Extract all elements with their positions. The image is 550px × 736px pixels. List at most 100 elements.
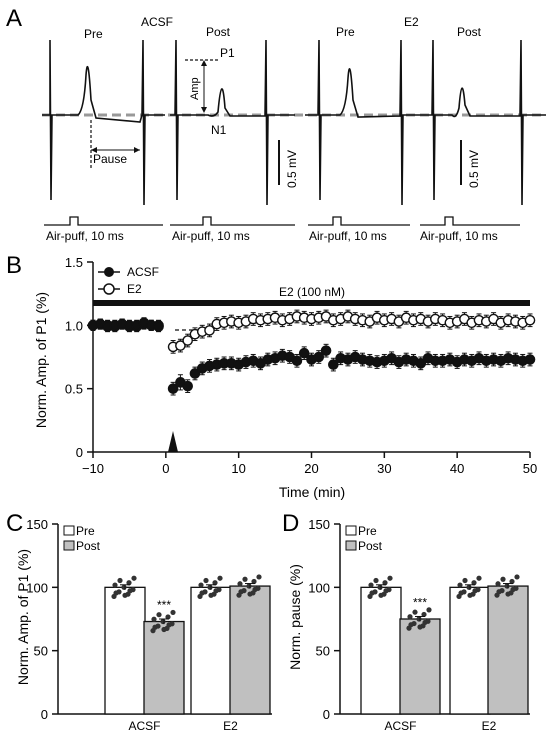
x-tick-label-b: 30 xyxy=(377,461,391,476)
data-point-acsf xyxy=(313,351,325,363)
y-tick-label-c: 100 xyxy=(26,580,48,595)
cell-point xyxy=(462,577,468,584)
trace-label-post-acsf: Post xyxy=(206,25,231,39)
x-axis-title-b: Time (min) xyxy=(279,484,345,500)
cell-point xyxy=(127,588,133,594)
category-label-c: ACSF xyxy=(128,719,160,733)
cell-point xyxy=(238,589,244,595)
marks-b xyxy=(87,309,536,396)
y-tick-label-b: 1.0 xyxy=(65,318,83,333)
bar-pre-acsf xyxy=(360,586,402,715)
legend-label-c: Post xyxy=(76,539,101,553)
legend-label-d: Pre xyxy=(358,524,377,538)
amp-arrow-head-bottom xyxy=(201,107,207,113)
cell-point xyxy=(152,624,158,630)
data-point-acsf xyxy=(189,368,201,379)
cell-point xyxy=(476,575,482,581)
cell-point xyxy=(251,578,257,585)
bar-post-acsf xyxy=(143,620,185,715)
cell-point xyxy=(199,590,205,596)
cell-point xyxy=(421,611,427,618)
trace-acsf-post xyxy=(170,39,295,206)
legend-swatch-c xyxy=(63,540,75,551)
data-point-acsf xyxy=(320,345,332,356)
scale-bar-label-acsf: 0.5 mV xyxy=(285,150,299,188)
bar-post-acsf xyxy=(399,618,441,715)
cell-point xyxy=(471,580,477,586)
cell-point xyxy=(113,590,119,596)
cell-point xyxy=(198,582,204,588)
cell-point xyxy=(408,622,414,628)
panel-d: D Norm. pause (%) 0 50 100 150 ACSF E2 PrePost… xyxy=(282,510,530,733)
data-point-e2 xyxy=(182,335,193,346)
bar-post-e2 xyxy=(229,585,271,715)
cell-point xyxy=(213,588,219,594)
category-label-d: ACSF xyxy=(384,719,416,733)
x-tick-label-b: 0 xyxy=(162,461,169,476)
cell-point xyxy=(166,622,172,628)
bar-pre-e2 xyxy=(449,586,491,715)
n1-label: N1 xyxy=(211,123,227,137)
y-axis-title-b: Norm. Amp. of P1 (%) xyxy=(33,292,49,428)
condition-label-acsf: ACSF xyxy=(141,15,173,29)
cell-point xyxy=(246,583,252,589)
cell-point xyxy=(170,609,176,616)
cell-point xyxy=(247,591,253,597)
cell-point xyxy=(505,591,511,597)
legend-marker-e2 xyxy=(103,283,115,295)
cell-point xyxy=(121,584,127,590)
y-tick-label-d: 50 xyxy=(316,644,330,659)
y-tick-label-c: 0 xyxy=(41,707,48,722)
category-label-c: E2 xyxy=(223,719,238,733)
cell-point xyxy=(237,581,243,587)
amp-arrow-head-top xyxy=(201,60,207,66)
significance-marker: *** xyxy=(413,595,427,609)
cell-point xyxy=(117,577,123,584)
drug-application-bar xyxy=(93,300,530,306)
y-tick-label-c: 150 xyxy=(26,517,48,532)
y-tick-label-d: 100 xyxy=(308,580,330,595)
stimulus-label-3: Air-puff, 10 ms xyxy=(309,229,387,243)
cell-point xyxy=(151,616,157,622)
cell-point xyxy=(467,592,473,598)
cell-point xyxy=(161,626,167,633)
axes-b: 00.51.01.5−10 0 10 20 30 40 50 xyxy=(65,255,537,476)
data-point-acsf xyxy=(167,383,179,394)
bar-pre-acsf xyxy=(104,586,146,715)
cell-point xyxy=(377,584,383,590)
cell-point xyxy=(495,581,501,587)
y-tick-label-b: 1.5 xyxy=(65,255,83,270)
cell-point xyxy=(369,590,375,596)
data-point-acsf xyxy=(328,359,339,370)
legend-marker-acsf xyxy=(104,267,114,277)
cell-point xyxy=(203,577,209,584)
trace-acsf-pre xyxy=(42,39,165,206)
stimulus-trace-3 xyxy=(308,216,410,226)
data-point-e2 xyxy=(204,325,215,336)
trace-label-pre-acsf: Pre xyxy=(84,27,103,41)
cell-point xyxy=(112,582,118,588)
p1-label: P1 xyxy=(220,46,235,60)
legend-label-e2: E2 xyxy=(127,282,142,296)
legend-label-acsf: ACSF xyxy=(127,265,159,279)
stimulus-label-2: Air-puff, 10 ms xyxy=(172,229,250,243)
trace-label-post-e2: Post xyxy=(457,25,482,39)
cell-point xyxy=(496,589,502,595)
significance-marker: *** xyxy=(157,598,171,612)
x-tick-label-b: 50 xyxy=(523,461,537,476)
cell-point xyxy=(212,580,218,586)
cell-point xyxy=(412,609,418,615)
pause-arrow-head-left xyxy=(91,147,97,153)
data-point-e2 xyxy=(524,314,536,326)
legend-label-d: Post xyxy=(358,539,383,553)
y-tick-label-b: 0 xyxy=(76,445,83,460)
panel-letter-a: A xyxy=(6,5,22,32)
stimulus-label-1: Air-puff, 10 ms xyxy=(46,229,124,243)
scale-bar-label-e2: 0.5 mV xyxy=(467,150,481,188)
cell-point xyxy=(458,590,464,596)
cell-point xyxy=(256,574,262,580)
marks-c: *** xyxy=(104,574,271,715)
cell-point xyxy=(416,616,422,622)
bar-pre-e2 xyxy=(190,586,232,715)
cell-point xyxy=(156,612,162,618)
